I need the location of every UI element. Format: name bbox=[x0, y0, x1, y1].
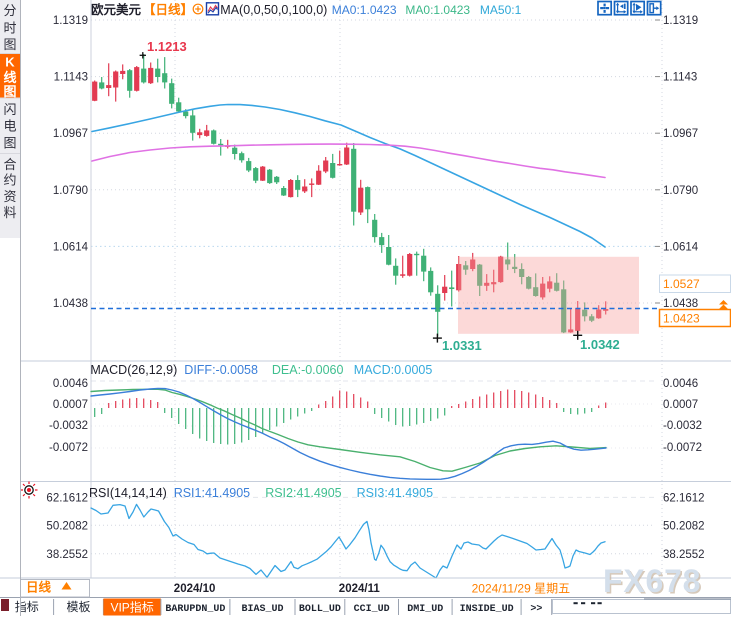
svg-text:线: 线 bbox=[3, 70, 16, 85]
svg-text:62.1612: 62.1612 bbox=[46, 492, 88, 504]
svg-text:图: 图 bbox=[3, 84, 16, 99]
svg-text:1.0423: 1.0423 bbox=[663, 312, 700, 326]
svg-text:DIFF:-0.0058: DIFF:-0.0058 bbox=[184, 363, 258, 377]
svg-text:1.1319: 1.1319 bbox=[663, 15, 698, 27]
svg-text:MA0:1.0423: MA0:1.0423 bbox=[405, 3, 470, 17]
svg-text:1.0967: 1.0967 bbox=[53, 128, 88, 140]
svg-text:闪: 闪 bbox=[3, 102, 16, 117]
svg-text:图: 图 bbox=[3, 135, 16, 150]
svg-text:合: 合 bbox=[3, 157, 16, 172]
svg-text:2024/10: 2024/10 bbox=[174, 583, 216, 595]
svg-text:-0.0072: -0.0072 bbox=[663, 442, 702, 454]
svg-text:MACD(26,12,9): MACD(26,12,9) bbox=[90, 363, 177, 377]
svg-text:DMI_UD: DMI_UD bbox=[407, 604, 443, 615]
svg-text:K: K bbox=[5, 55, 15, 70]
svg-text:指标: 指标 bbox=[15, 599, 39, 614]
svg-text:分: 分 bbox=[3, 3, 16, 18]
svg-text:DEA:-0.0060: DEA:-0.0060 bbox=[272, 363, 344, 377]
svg-text:1.0790: 1.0790 bbox=[53, 185, 88, 197]
svg-text:-0.0032: -0.0032 bbox=[663, 420, 702, 432]
svg-text:时: 时 bbox=[3, 20, 16, 35]
svg-text:38.2552: 38.2552 bbox=[663, 549, 705, 561]
svg-text:BARUPDN_UD: BARUPDN_UD bbox=[165, 604, 225, 615]
svg-text:1.0342: 1.0342 bbox=[580, 337, 620, 352]
svg-text:1.0438: 1.0438 bbox=[53, 298, 88, 310]
svg-text:VIP指标: VIP指标 bbox=[110, 600, 153, 615]
svg-text:INSIDE_UD: INSIDE_UD bbox=[460, 604, 514, 615]
svg-text:0.0046: 0.0046 bbox=[663, 378, 698, 390]
svg-text:1.1143: 1.1143 bbox=[663, 72, 697, 84]
svg-text:1.0527: 1.0527 bbox=[663, 277, 700, 291]
svg-text:资: 资 bbox=[3, 189, 16, 204]
svg-text:62.1612: 62.1612 bbox=[663, 492, 705, 504]
svg-text:FX678: FX678 bbox=[603, 563, 701, 599]
svg-text:2024/11: 2024/11 bbox=[339, 583, 381, 595]
svg-text:RSI2:41.4905: RSI2:41.4905 bbox=[265, 486, 341, 500]
svg-text:1.0438: 1.0438 bbox=[663, 298, 698, 310]
svg-text:1.0614: 1.0614 bbox=[53, 241, 89, 253]
svg-text:-0.0032: -0.0032 bbox=[49, 420, 88, 432]
svg-text:50.2082: 50.2082 bbox=[663, 520, 705, 532]
svg-text:1.1143: 1.1143 bbox=[54, 72, 88, 84]
svg-text:0.0007: 0.0007 bbox=[53, 399, 88, 411]
svg-text:RSI3:41.4905: RSI3:41.4905 bbox=[357, 486, 433, 500]
svg-text:日线: 日线 bbox=[26, 580, 52, 595]
svg-text:>>: >> bbox=[530, 604, 542, 615]
svg-text:图: 图 bbox=[3, 37, 16, 52]
svg-text:RSI(14,14,14): RSI(14,14,14) bbox=[89, 486, 167, 500]
svg-text:0.0046: 0.0046 bbox=[53, 378, 88, 390]
svg-text:38.2552: 38.2552 bbox=[46, 549, 88, 561]
svg-text:-0.0072: -0.0072 bbox=[49, 442, 88, 454]
svg-text:1.1319: 1.1319 bbox=[53, 15, 88, 27]
svg-text:1.0967: 1.0967 bbox=[663, 128, 698, 140]
svg-text:2024/11/29 星期五: 2024/11/29 星期五 bbox=[472, 582, 571, 596]
svg-text:约: 约 bbox=[3, 173, 16, 188]
svg-text:BIAS_UD: BIAS_UD bbox=[241, 604, 283, 615]
svg-text:BOLL_UD: BOLL_UD bbox=[299, 604, 341, 615]
svg-text:1.1213: 1.1213 bbox=[147, 39, 187, 54]
svg-text:MACD:0.0005: MACD:0.0005 bbox=[354, 363, 433, 377]
svg-text:0.0007: 0.0007 bbox=[663, 399, 698, 411]
svg-text:电: 电 bbox=[3, 119, 16, 134]
svg-text:料: 料 bbox=[3, 205, 16, 220]
svg-text:MA50:1: MA50:1 bbox=[480, 3, 522, 17]
svg-text:1.0331: 1.0331 bbox=[442, 338, 482, 353]
svg-text:欧元美元: 欧元美元 bbox=[91, 2, 142, 17]
svg-text:RSI1:41.4905: RSI1:41.4905 bbox=[174, 486, 250, 500]
svg-text:1.0614: 1.0614 bbox=[663, 241, 699, 253]
svg-text:FX678: FX678 bbox=[605, 565, 703, 601]
svg-text:1.0790: 1.0790 bbox=[663, 185, 698, 197]
svg-text:MA(0,0,50,0,100,0): MA(0,0,50,0,100,0) bbox=[220, 3, 327, 17]
svg-text:CCI_UD: CCI_UD bbox=[354, 604, 390, 615]
svg-text:【日线】: 【日线】 bbox=[143, 2, 193, 17]
svg-text:MA0:1.0423: MA0:1.0423 bbox=[332, 3, 397, 17]
svg-text:模板: 模板 bbox=[66, 600, 90, 614]
svg-text:50.2082: 50.2082 bbox=[46, 520, 88, 532]
